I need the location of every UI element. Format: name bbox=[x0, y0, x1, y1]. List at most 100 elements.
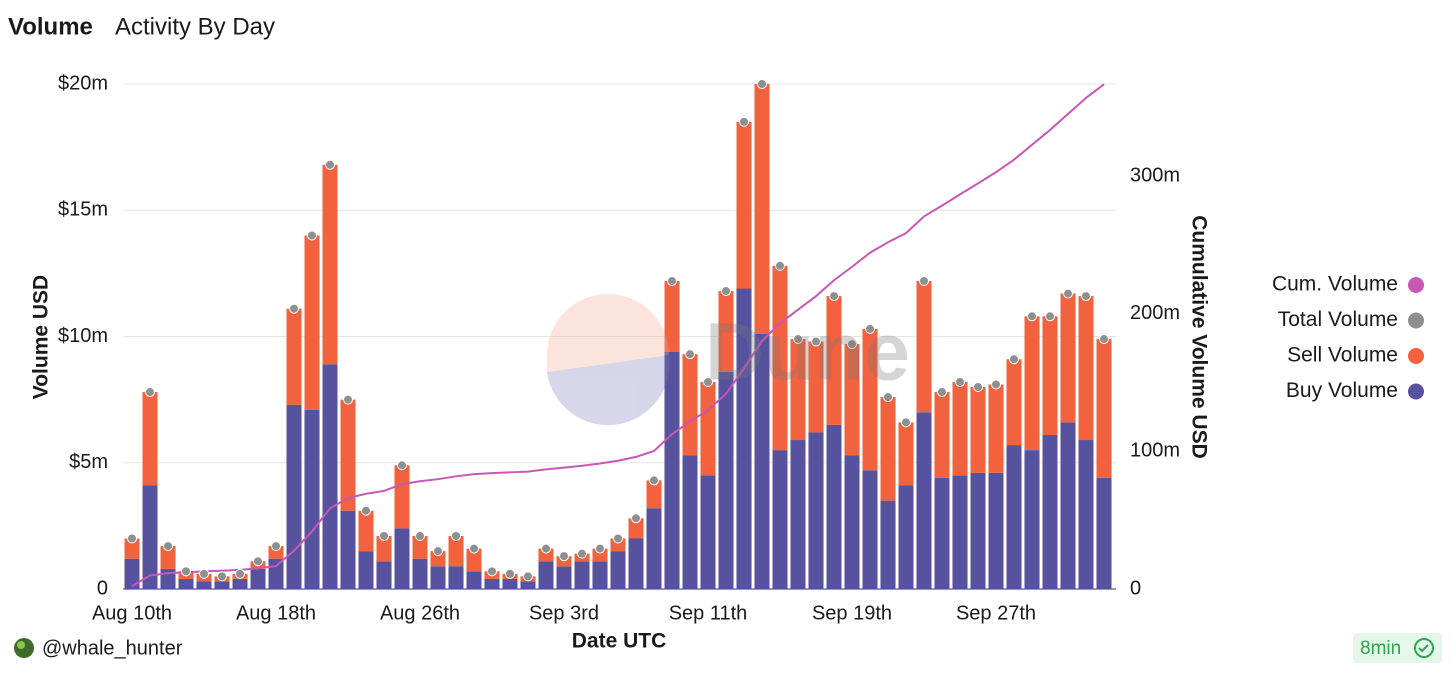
total-dot bbox=[649, 475, 659, 486]
bar-segment bbox=[556, 566, 572, 589]
bar-segment bbox=[1024, 450, 1040, 589]
bar-segment bbox=[448, 566, 464, 589]
watermark-logo bbox=[547, 294, 669, 372]
bar-segment bbox=[304, 235, 320, 410]
bar-segment bbox=[250, 568, 266, 589]
total-dot bbox=[235, 568, 245, 579]
tab-active[interactable]: Volume bbox=[8, 13, 93, 40]
bar-segment bbox=[844, 455, 860, 589]
author[interactable]: @whale_hunter bbox=[42, 637, 183, 659]
bar-segment bbox=[412, 558, 428, 589]
total-dot bbox=[181, 566, 191, 577]
bar-segment bbox=[1006, 359, 1022, 446]
bar-segment bbox=[1096, 339, 1112, 478]
bar-segment bbox=[160, 568, 176, 589]
total-dot bbox=[451, 530, 461, 541]
total-dot bbox=[991, 379, 1001, 390]
bar-segment bbox=[520, 581, 536, 589]
legend: Cum. Volume Total Volume Sell Volume Buy Vo… bbox=[1272, 273, 1424, 402]
bar-segment bbox=[826, 296, 842, 425]
total-dot bbox=[217, 571, 227, 582]
bar-segment bbox=[160, 546, 176, 569]
total-dot bbox=[1027, 311, 1037, 322]
total-dot bbox=[577, 548, 587, 559]
total-dot bbox=[883, 392, 893, 403]
bar-segment bbox=[664, 280, 680, 352]
bar-segment bbox=[322, 164, 338, 365]
total-dot bbox=[901, 417, 911, 428]
cumulative-line bbox=[131, 83, 1105, 588]
bar-segment bbox=[682, 455, 698, 589]
y-axis-title: Volume USD bbox=[30, 275, 53, 399]
bar-segment bbox=[214, 581, 230, 589]
x-axis-title: Date UTC bbox=[572, 630, 667, 653]
x-tick-label: Sep 27th bbox=[956, 602, 1036, 624]
total-dot bbox=[595, 543, 605, 554]
bar-segment bbox=[916, 412, 932, 589]
bar-segment bbox=[574, 561, 590, 589]
bar-segment bbox=[124, 558, 140, 589]
total-dot bbox=[523, 571, 533, 582]
bar-segment bbox=[232, 578, 248, 589]
total-dot bbox=[865, 323, 875, 334]
bar-segment bbox=[988, 384, 1004, 473]
total-dot bbox=[325, 159, 335, 170]
bar-segment bbox=[358, 510, 374, 552]
watermark-logo bbox=[547, 355, 670, 426]
bar-segment bbox=[340, 399, 356, 511]
bar-segment bbox=[952, 381, 968, 476]
tab[interactable]: Activity By Day bbox=[115, 13, 275, 40]
watermark-text: Dune bbox=[705, 307, 910, 398]
total-dot bbox=[163, 541, 173, 552]
total-dot bbox=[145, 387, 155, 398]
plot: 0 $5m $10m $15m $20m 0 100m 200m 300m Aug 10th Aug… bbox=[58, 72, 1180, 624]
total-dot bbox=[415, 530, 425, 541]
bar-segment bbox=[286, 404, 302, 589]
bar-segment bbox=[430, 566, 446, 589]
bar-segment bbox=[844, 344, 860, 456]
bar-segment bbox=[916, 280, 932, 413]
check-mark bbox=[1418, 644, 1429, 653]
y-tick-label: $10m bbox=[58, 325, 108, 347]
bar-segment bbox=[394, 465, 410, 529]
bar-segment bbox=[628, 518, 644, 539]
bar-segment bbox=[754, 84, 770, 334]
total-dot bbox=[469, 543, 479, 554]
total-dot bbox=[973, 382, 983, 392]
bar-segment bbox=[466, 571, 482, 589]
total-dot bbox=[613, 533, 623, 544]
total-dot bbox=[793, 334, 803, 345]
y2-axis-title: Cumulative Volume USD bbox=[1187, 215, 1210, 459]
bar-segment bbox=[268, 558, 284, 589]
bar-segment bbox=[718, 291, 734, 372]
bar-segment bbox=[700, 475, 716, 589]
total-dot bbox=[343, 394, 353, 405]
legend-label: Sell Volume bbox=[1287, 344, 1398, 367]
bar-segment bbox=[628, 538, 644, 589]
bar-segment bbox=[970, 472, 986, 589]
total-dot bbox=[1081, 291, 1091, 302]
legend-swatch bbox=[1408, 312, 1424, 329]
bar-segment bbox=[466, 548, 482, 572]
total-dot bbox=[397, 460, 407, 471]
bar-segment bbox=[1078, 296, 1094, 441]
total-dot bbox=[811, 336, 821, 347]
bar-segment bbox=[340, 510, 356, 589]
bar-segment bbox=[196, 581, 212, 589]
total-dot bbox=[271, 541, 281, 552]
bar-segment bbox=[178, 578, 194, 589]
y-tick-label: $20m bbox=[58, 72, 108, 94]
y2-tick-label: 0 bbox=[1130, 577, 1141, 599]
bar-segment bbox=[1024, 316, 1040, 451]
total-dot bbox=[847, 339, 857, 350]
total-dot bbox=[541, 543, 551, 554]
legend-label: Cum. Volume bbox=[1272, 273, 1398, 296]
bar-segment bbox=[718, 371, 734, 589]
bar-segment bbox=[556, 556, 572, 567]
bar-segment bbox=[862, 470, 878, 589]
y2-tick-label: 300m bbox=[1130, 164, 1180, 186]
total-dot bbox=[505, 568, 515, 579]
total-dot bbox=[631, 513, 641, 524]
bar-segment bbox=[124, 538, 140, 559]
